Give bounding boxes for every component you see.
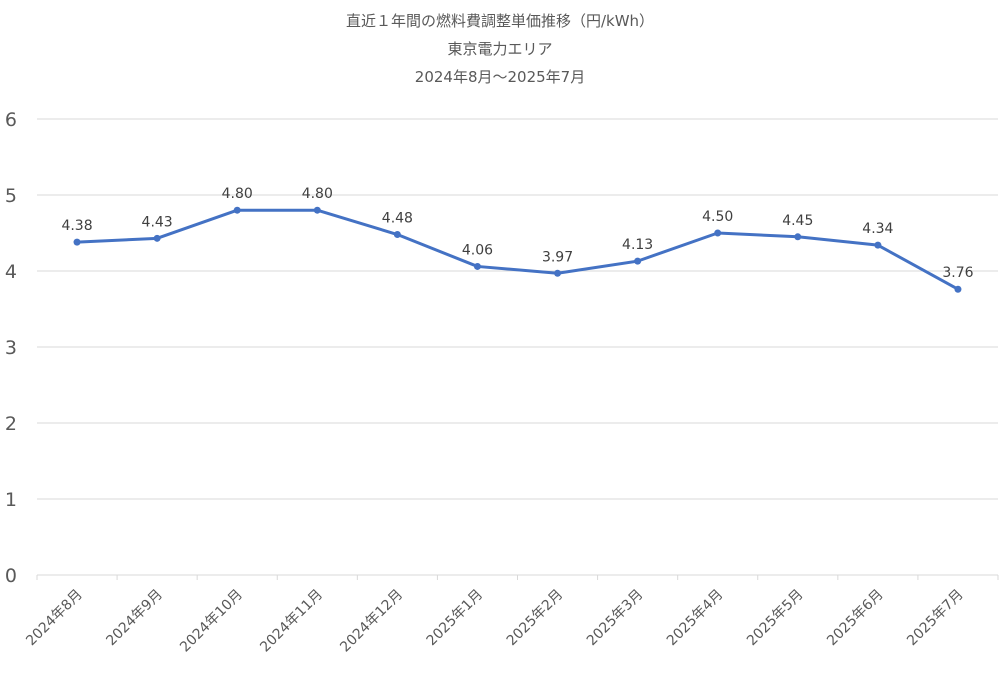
y-axis-ticks: 0 1 2 3 4 5 6: [5, 109, 17, 587]
data-point: [714, 229, 722, 237]
data-point: [634, 257, 642, 265]
data-label: 4.38: [61, 218, 92, 234]
data-point: [73, 238, 81, 246]
x-axis-ticks: 2024年8月 2024年9月 2024年10月 2024年11月 2024年12月 20…: [23, 587, 967, 656]
gridlines: [36, 118, 999, 580]
y-tick-label: 6: [5, 109, 17, 131]
data-label: 4.06: [462, 242, 493, 258]
data-label: 4.48: [382, 211, 413, 227]
data-label: 4.80: [222, 186, 253, 202]
x-tick-label: 2024年12月: [337, 587, 406, 656]
chart-period: 2024年8月～2025年7月: [415, 68, 585, 86]
data-label: 4.50: [702, 209, 733, 225]
data-label: 4.43: [142, 214, 173, 230]
x-tick-label: 2024年11月: [257, 587, 326, 656]
x-tick-label: 2024年10月: [177, 587, 246, 656]
x-tick-label: 2025年3月: [584, 587, 647, 650]
data-point: [954, 285, 962, 293]
data-label: 4.13: [622, 237, 653, 253]
x-tick-label: 2025年2月: [504, 587, 567, 650]
y-tick-label: 2: [5, 413, 17, 435]
data-point: [473, 262, 481, 270]
data-label: 3.76: [942, 265, 973, 281]
data-point: [153, 234, 161, 242]
x-tick-label: 2025年5月: [744, 587, 807, 650]
data-point: [874, 241, 882, 249]
x-tick-label: 2025年4月: [664, 587, 727, 650]
y-tick-label: 1: [5, 489, 17, 511]
series-line-path: [75, 208, 960, 291]
y-tick-label: 0: [5, 565, 17, 587]
data-point: [393, 231, 401, 239]
data-point: [313, 206, 321, 214]
x-tick-label: 2025年6月: [824, 587, 887, 650]
data-label: 3.97: [542, 249, 573, 265]
chart-title: 直近１年間の燃料費調整単価推移（円/kWh）: [346, 12, 654, 30]
y-tick-label: 3: [5, 337, 17, 359]
data-label: 4.34: [862, 221, 893, 237]
data-point: [233, 206, 241, 214]
data-point: [554, 269, 562, 277]
x-tick-label: 2024年9月: [103, 587, 166, 650]
data-labels: 4.38 4.43 4.80 4.80 4.48 4.06 3.97 4.13 4.50 4.45…: [61, 186, 973, 281]
y-tick-label: 5: [5, 185, 17, 207]
x-tick-label: 2025年1月: [424, 587, 487, 650]
x-tick-label: 2025年7月: [904, 587, 967, 650]
chart-subtitle: 東京電力エリア: [447, 40, 552, 58]
data-label: 4.80: [302, 186, 333, 202]
series-line: [73, 206, 962, 293]
data-label: 4.45: [782, 213, 813, 229]
y-tick-label: 4: [5, 261, 17, 283]
data-point: [794, 233, 802, 241]
x-tick-label: 2024年8月: [23, 587, 86, 650]
